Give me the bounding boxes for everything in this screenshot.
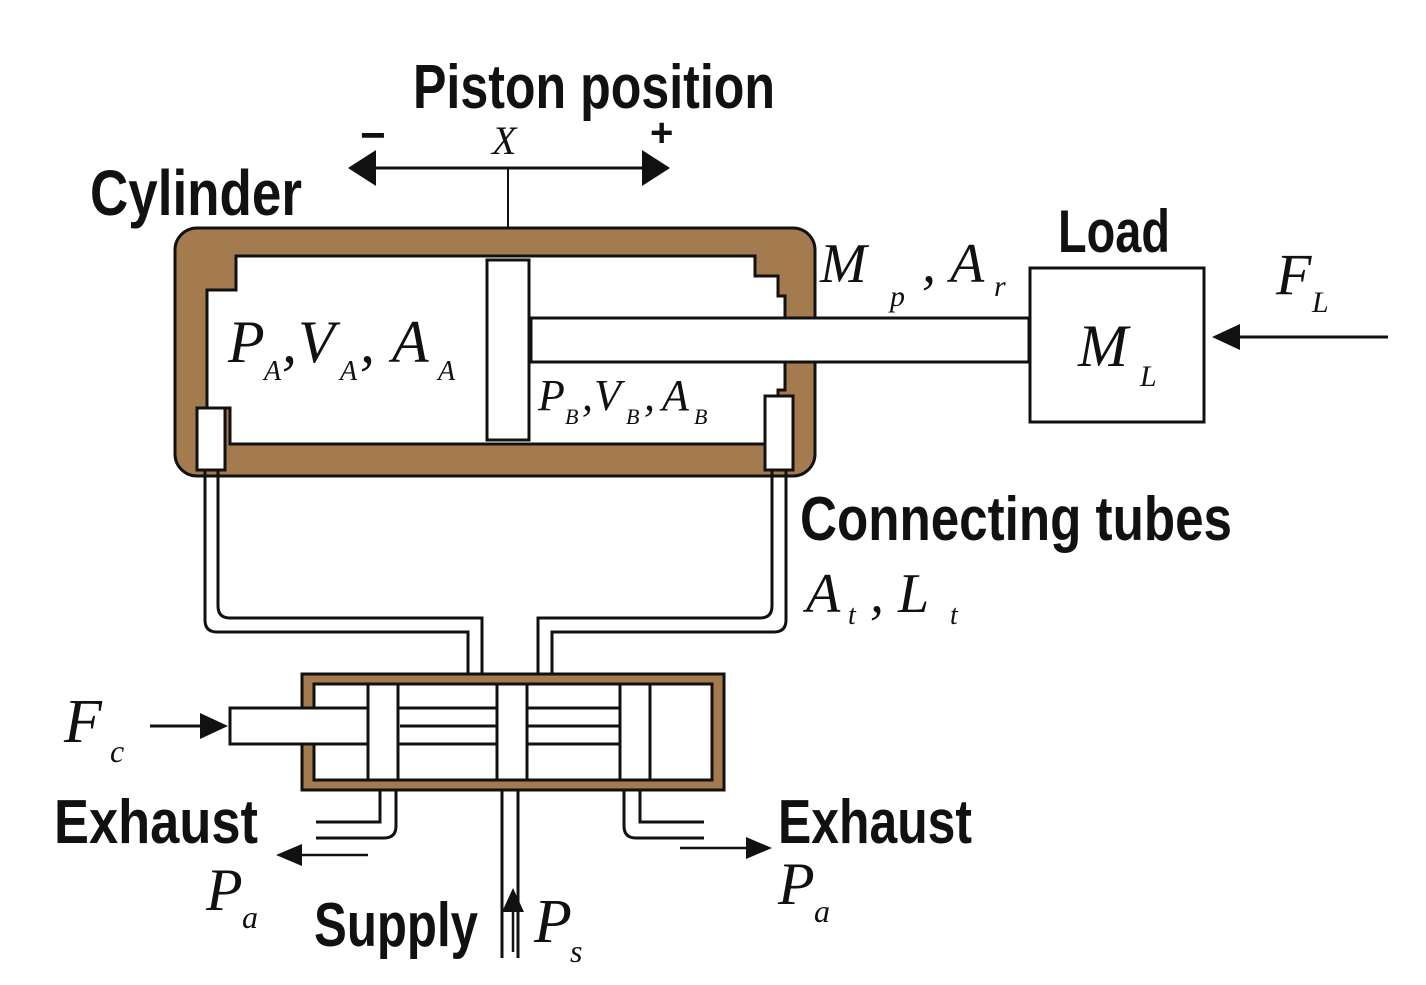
svg-text:A: A xyxy=(659,371,690,420)
svg-text:M: M xyxy=(819,233,870,295)
svg-text:,: , xyxy=(282,309,297,375)
cylinder-body xyxy=(173,226,1031,478)
spool-land-left xyxy=(366,682,400,782)
exhaust-arrow-right xyxy=(680,837,772,859)
load-force-arrow xyxy=(1212,324,1388,350)
control-force-arrow xyxy=(150,713,228,739)
control-force-label: F c xyxy=(63,688,124,769)
svg-text:P: P xyxy=(777,851,815,917)
exhaust-pressure-right-label: P a xyxy=(777,851,830,929)
exhaust-right-label: Exhaust xyxy=(778,788,972,857)
svg-text:A: A xyxy=(802,563,841,625)
piston xyxy=(485,258,531,442)
svg-text:F: F xyxy=(63,688,103,756)
svg-text:B: B xyxy=(694,404,707,429)
svg-text:A: A xyxy=(946,233,985,295)
svg-text:t: t xyxy=(950,600,959,631)
x-symbol: X xyxy=(490,118,518,163)
svg-text:,: , xyxy=(644,371,655,420)
supply-label: Supply xyxy=(314,891,478,960)
svg-text:s: s xyxy=(570,933,582,969)
supply-pipe xyxy=(500,790,520,958)
svg-text:B: B xyxy=(626,404,639,429)
svg-text:L: L xyxy=(1139,360,1157,393)
svg-text:a: a xyxy=(242,899,258,935)
svg-text:,: , xyxy=(922,233,936,295)
plus-sign: + xyxy=(650,111,673,155)
svg-text:V: V xyxy=(298,309,341,375)
load-mass-box xyxy=(1028,266,1206,424)
supply-arrow xyxy=(502,888,524,952)
minus-sign: − xyxy=(360,111,386,160)
spool-land-center xyxy=(495,682,529,782)
svg-text:P: P xyxy=(205,857,243,923)
tube-area-length-label: A t , L t xyxy=(802,563,959,631)
exhaust-left-label: Exhaust xyxy=(54,788,258,857)
svg-text:,: , xyxy=(582,371,593,420)
svg-text:A: A xyxy=(338,356,358,387)
svg-text:a: a xyxy=(814,893,830,929)
load-force-label: F L xyxy=(1275,242,1329,319)
exhaust-pipe-right xyxy=(622,790,704,840)
exhaust-pipe-left xyxy=(316,790,398,840)
port-a xyxy=(195,406,227,472)
svg-text:V: V xyxy=(594,371,626,420)
connecting-tubes xyxy=(203,470,788,678)
spool-land-right xyxy=(618,682,652,782)
supply-pressure-label: P s xyxy=(533,888,582,969)
svg-text:L: L xyxy=(897,563,929,625)
svg-text:,: , xyxy=(360,309,375,375)
exhaust-arrow-left xyxy=(276,844,368,866)
load-label: Load xyxy=(1058,198,1170,265)
connecting-tubes-label: Connecting tubes xyxy=(800,485,1232,554)
chamber-b-label: P B , V B , A B xyxy=(537,371,707,429)
svg-text:r: r xyxy=(994,270,1006,303)
svg-text:,: , xyxy=(870,563,884,625)
svg-text:P: P xyxy=(537,371,565,420)
port-b xyxy=(763,394,795,472)
svg-text:M: M xyxy=(1077,313,1131,379)
svg-text:p: p xyxy=(888,280,905,313)
svg-text:c: c xyxy=(110,733,124,769)
piston-mass-rod-area-label: M p , A r xyxy=(819,233,1006,313)
arrow-right-head xyxy=(642,150,670,186)
svg-text:t: t xyxy=(848,600,857,631)
spool-valve xyxy=(228,672,726,792)
load-mass-label: M L xyxy=(1077,313,1157,393)
cylinder-label: Cylinder xyxy=(90,157,302,229)
svg-text:F: F xyxy=(1275,242,1312,307)
svg-text:P: P xyxy=(227,309,265,375)
svg-text:A: A xyxy=(388,309,429,375)
svg-text:P: P xyxy=(533,888,572,956)
chamber-a-label: P A , V A , A A xyxy=(227,309,456,387)
exhaust-pressure-left-label: P a xyxy=(205,857,258,935)
svg-text:A: A xyxy=(262,356,282,387)
arrow-left-head xyxy=(348,150,376,186)
piston-position-label: Piston position xyxy=(413,53,775,122)
svg-text:A: A xyxy=(436,356,456,387)
piston-rod xyxy=(529,316,1031,364)
svg-text:L: L xyxy=(1311,286,1329,319)
svg-text:B: B xyxy=(565,404,578,429)
